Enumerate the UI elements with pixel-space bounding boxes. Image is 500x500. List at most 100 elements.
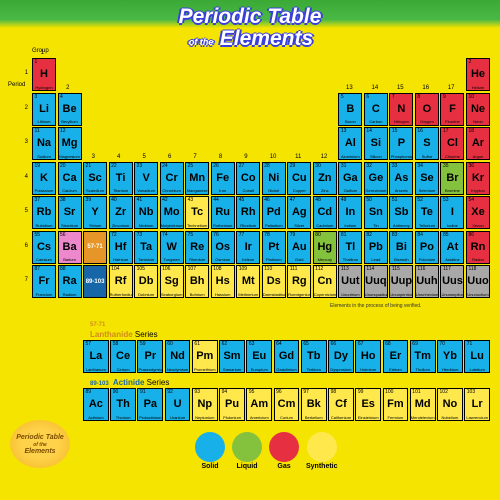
period-header-4: 4 [18,174,28,180]
element-Rb: 37RbRubidium [32,196,56,229]
element-Zr: 40ZrZirconium [109,196,133,229]
element-P: 15PPhosphorus [389,127,413,160]
element-Hf: 72HfHafnium [109,231,133,264]
side-badge: Periodic Table of the Elements [10,420,70,468]
element-Na: 11NaSodium [32,127,56,160]
element-Am: 95AmAmericium [246,388,272,421]
element-Sr: 38SrStrontium [58,196,82,229]
element-Ac: 89AcActinium [83,388,109,421]
group-header-1: 1 [41,50,44,56]
element-Pd: 46PdPalladium [262,196,286,229]
element-Ho: 67HoHolmium [355,340,381,373]
element-Uuq: 114UuqUnunquadium [364,265,388,298]
element-Li: 3LiLithium [32,93,56,126]
element-Es: 99EsEinsteinium [355,388,381,421]
element-Bi: 83BiBismuth [389,231,413,264]
state-legend: SolidLiquidGasSynthetic [195,432,338,470]
element-Au: 79AuGold [287,231,311,264]
element-Ru: 44RuRuthenium [211,196,235,229]
element-Cu: 29CuCopper [287,162,311,195]
element-Ne: 10NeNeon [466,93,490,126]
actinide-label: 89-103 Actinide Series [90,378,169,387]
element-Kr: 36KrKrypton [466,162,490,195]
element-Tb: 65TbTerbium [301,340,327,373]
element-Nd: 60NdNeodymium [165,340,191,373]
element-Ga: 31GaGallium [338,162,362,195]
element-Ds: 110DsDarmstadtium [262,265,286,298]
element-Bh: 107BhBohrium [185,265,209,298]
element-Ra: 88RaRadium [58,265,82,298]
element-At: 85AtAstatine [440,231,464,264]
element-Nb: 41NbNiobium [134,196,158,229]
element-Si: 14SiSilicon [364,127,388,160]
element-Np: 93NpNeptunium [192,388,218,421]
element-La: 57LaLanthanum [83,340,109,373]
element-Uut: 113UutUnuntrium [338,265,362,298]
element-Cn: 112CnCopernicium [313,265,337,298]
element-Lu: 71LuLutetium [464,340,490,373]
actinide-grid: 89AcActinium90ThThorium91PaProtactinium9… [83,388,490,421]
main-element-grid: 1HHydrogen2HeHelium3LiLithium4BeBerylliu… [32,58,490,298]
element-Tl: 81TlThallium [338,231,362,264]
element-Se: 34SeSelenium [415,162,439,195]
element-Er: 68ErErbium [383,340,409,373]
title-line1: Periodic Table [179,5,322,28]
element-He: 2HeHelium [466,58,490,91]
element-N: 7NNitrogen [389,93,413,126]
element-Tm: 69TmThulium [410,340,436,373]
element-Fe: 26FeIron [211,162,235,195]
element-Sn: 50SnTin [364,196,388,229]
element-Rn: 86RnRadon [466,231,490,264]
element-Db: 105DbDubnium [134,265,158,298]
element-Eu: 63EuEuropium [246,340,272,373]
element-Ce: 58CeCerium [110,340,136,373]
element-Bk: 97BkBerkelium [301,388,327,421]
lanth-marker: 57-71 [83,231,107,264]
element-Md: 101MdMendelevium [410,388,436,421]
element-Fm: 100FmFermium [383,388,409,421]
element-Ar: 18ArArgon [466,127,490,160]
element-Yb: 70YbYtterbium [437,340,463,373]
element-Sm: 62SmSamarium [219,340,245,373]
element-Uuh: 116UuhUnunhexium [415,265,439,298]
element-Y: 39YYttrium [83,196,107,229]
element-Dy: 66DyDysprosium [328,340,354,373]
element-C: 6CCarbon [364,93,388,126]
element-Os: 76OsOsmium [211,231,235,264]
element-Ta: 73TaTantalum [134,231,158,264]
period-header-3: 3 [18,139,28,145]
element-Pm: 61PmPromethium [192,340,218,373]
element-Uuo: 118UuoUnunoctium [466,265,490,298]
element-Ca: 20CaCalcium [58,162,82,195]
element-Zn: 30ZnZinc [313,162,337,195]
element-Cd: 48CdCadmium [313,196,337,229]
element-Mg: 12MgMagnesium [58,127,82,160]
element-Uup: 115UupUnunpentium [389,265,413,298]
periodic-table-poster: Periodic Table of the Elements Group Per… [0,0,500,500]
element-Hg: 80HgMercury [313,231,337,264]
element-U: 92UUranium [165,388,191,421]
element-Mn: 25MnManganese [185,162,209,195]
element-Pb: 82PbLead [364,231,388,264]
actin-marker: 89-103 [83,265,107,298]
element-Rg: 111RgRoentgenium [287,265,311,298]
element-Th: 90ThThorium [110,388,136,421]
period-header-1: 1 [18,70,28,76]
element-Sg: 106SgSeaborgium [160,265,184,298]
period-header-7: 7 [18,277,28,283]
period-header-2: 2 [18,105,28,111]
element-Br: 35BrBromine [440,162,464,195]
element-H: 1HHydrogen [32,58,56,91]
element-Gd: 64GdGadolinium [274,340,300,373]
verification-footnote: Elements in the process of being verifie… [330,303,421,309]
title-line2: Elements [220,27,313,50]
period-axis-label: Period [8,82,25,88]
title-of: of the [189,37,214,47]
element-Fr: 87FrFrancium [32,265,56,298]
element-Ag: 47AgSilver [287,196,311,229]
period-header-5: 5 [18,208,28,214]
element-Ba: 56BaBarium [58,231,82,264]
element-As: 33AsArsenic [389,162,413,195]
element-Cm: 96CmCurium [274,388,300,421]
element-Cf: 98CfCalifornium [328,388,354,421]
